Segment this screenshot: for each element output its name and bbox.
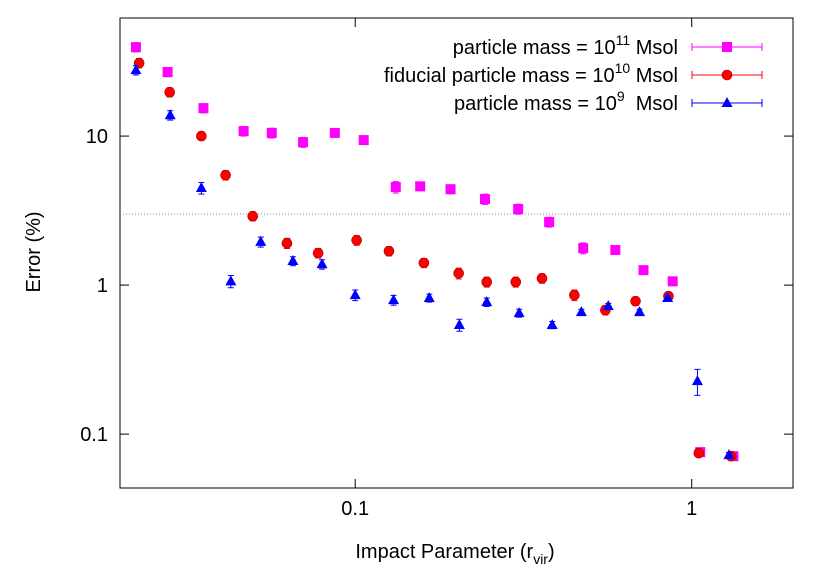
marker xyxy=(544,217,555,228)
marker xyxy=(225,275,237,286)
marker xyxy=(693,447,705,459)
marker xyxy=(453,318,465,329)
legend-label: fiducial particle mass = 1010 Msol xyxy=(384,60,678,87)
marker xyxy=(445,184,456,195)
marker xyxy=(453,268,464,279)
x-label-text: Impact Parameter (r xyxy=(355,541,533,563)
marker xyxy=(481,296,493,307)
legend-name: fiducial particle mass = 10 xyxy=(384,65,615,87)
x-tick-label: 0.1 xyxy=(341,498,369,520)
marker xyxy=(630,295,641,307)
marker xyxy=(247,210,259,222)
marker xyxy=(281,237,293,249)
marker xyxy=(196,130,207,142)
legend-sup: 10 xyxy=(615,60,631,76)
legend-label: particle mass = 109 Msol xyxy=(454,88,678,115)
marker xyxy=(418,257,430,269)
marker xyxy=(220,169,231,181)
marker xyxy=(546,318,558,329)
marker xyxy=(569,289,580,301)
marker xyxy=(513,204,524,215)
legend-unit: Msol xyxy=(630,65,678,87)
marker xyxy=(513,307,525,318)
marker xyxy=(164,109,176,120)
marker xyxy=(266,127,277,138)
legend-name: particle mass = 10 xyxy=(453,37,616,59)
x-label-end: ) xyxy=(548,541,555,563)
legend-marker xyxy=(722,42,732,52)
marker xyxy=(298,137,309,148)
marker xyxy=(610,245,621,256)
marker xyxy=(287,255,299,266)
marker xyxy=(351,234,362,246)
legend-marker xyxy=(721,97,733,107)
marker xyxy=(634,306,646,317)
marker xyxy=(195,182,207,193)
legend-label: particle mass = 1011 Msol xyxy=(453,32,678,59)
marker xyxy=(349,289,361,300)
marker xyxy=(390,182,401,193)
marker xyxy=(510,276,522,288)
y-tick-label: 0.1 xyxy=(80,424,108,446)
marker xyxy=(667,276,678,287)
marker xyxy=(358,135,369,146)
marker xyxy=(329,127,340,138)
x-tick-label: 1 xyxy=(686,498,697,520)
x-axis-label: Impact Parameter (rvir) xyxy=(355,541,554,567)
x-label-sub: vir xyxy=(533,551,548,567)
marker xyxy=(255,235,267,246)
legend-sup: 11 xyxy=(616,32,631,48)
marker xyxy=(536,273,548,284)
marker xyxy=(316,258,328,269)
y-tick-label: 1 xyxy=(97,275,108,297)
marker xyxy=(638,265,649,276)
marker xyxy=(602,300,614,311)
marker xyxy=(575,306,587,317)
marker xyxy=(130,64,142,75)
legend-unit: Msol xyxy=(625,93,678,115)
marker xyxy=(479,194,490,205)
y-axis-label: Error (%) xyxy=(23,211,45,292)
y-tick-label: 10 xyxy=(86,126,108,148)
marker xyxy=(723,449,735,460)
plot-frame xyxy=(119,17,794,489)
legend-sup: 9 xyxy=(617,88,625,104)
marker xyxy=(662,292,674,303)
marker xyxy=(423,292,435,303)
legend-unit: Msol xyxy=(630,37,678,59)
legend-name: particle mass = 10 xyxy=(454,93,617,115)
marker xyxy=(481,276,493,288)
marker xyxy=(388,294,400,305)
marker xyxy=(162,67,173,78)
marker xyxy=(130,42,141,53)
marker xyxy=(312,247,324,259)
legend-marker xyxy=(721,69,733,81)
marker xyxy=(578,243,589,254)
marker xyxy=(691,375,703,386)
marker xyxy=(164,86,175,98)
marker xyxy=(415,181,426,192)
marker xyxy=(198,103,209,114)
marker xyxy=(238,126,249,137)
marker xyxy=(383,245,395,257)
